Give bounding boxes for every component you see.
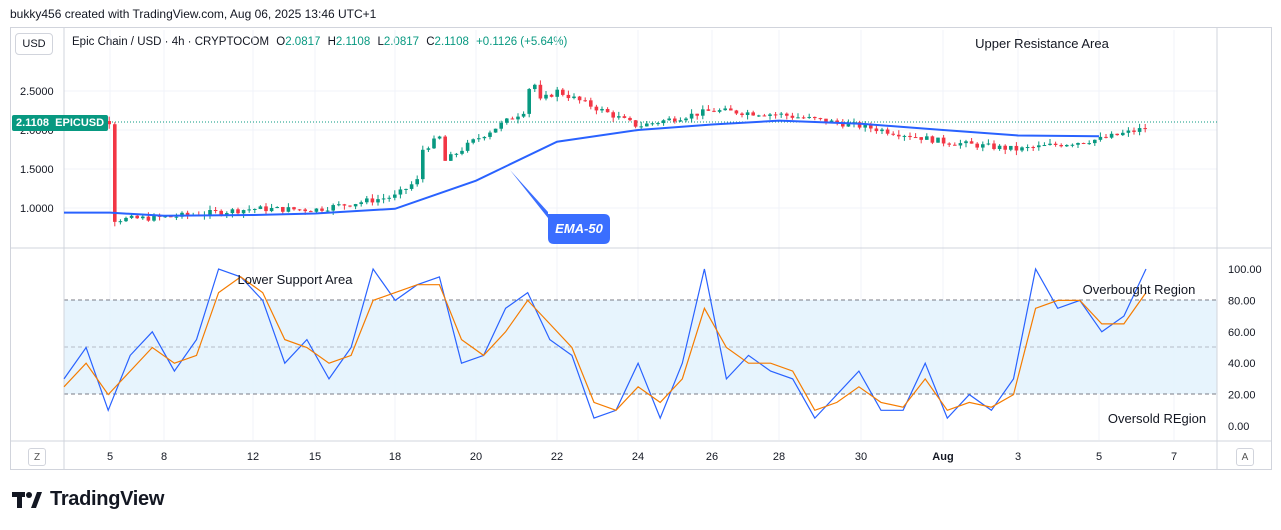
legend-c-label: C [426, 36, 435, 48]
tradingview-logo-text: TradingView [50, 488, 165, 510]
legend-close: 2.1108 [434, 36, 469, 48]
auto-scale-button[interactable]: A [1236, 448, 1254, 466]
legend-high: 2.1108 [335, 36, 371, 48]
current-price-symbol: EPICUSD [55, 117, 105, 129]
current-price-value: 2.1108 [16, 117, 50, 129]
current-price-badge: 2.1108 EPICUSD [12, 115, 109, 131]
legend-l-label: L [377, 36, 384, 48]
legend-symbol: Epic Chain / USD · 4h · CRYPTOCOM [72, 36, 270, 48]
tradingview-logo: TradingView [12, 488, 164, 511]
chart-credit: bukky456 created with TradingView.com, A… [10, 7, 377, 21]
zoom-reset-button[interactable]: Z [28, 448, 46, 466]
legend-open: 2.0817 [285, 36, 321, 48]
legend-change: +0.1126 (+5.64%) [476, 36, 568, 48]
legend-low: 2.0817 [383, 36, 420, 48]
chart-frame [10, 27, 1272, 470]
symbol-legend: Epic Chain / USD · 4h · CRYPTOCOM O2.081… [72, 36, 567, 48]
legend-h-label: H [327, 36, 336, 48]
currency-button[interactable]: USD [15, 33, 53, 55]
tradingview-logo-icon [12, 491, 42, 508]
legend-o-label: O [276, 36, 286, 48]
